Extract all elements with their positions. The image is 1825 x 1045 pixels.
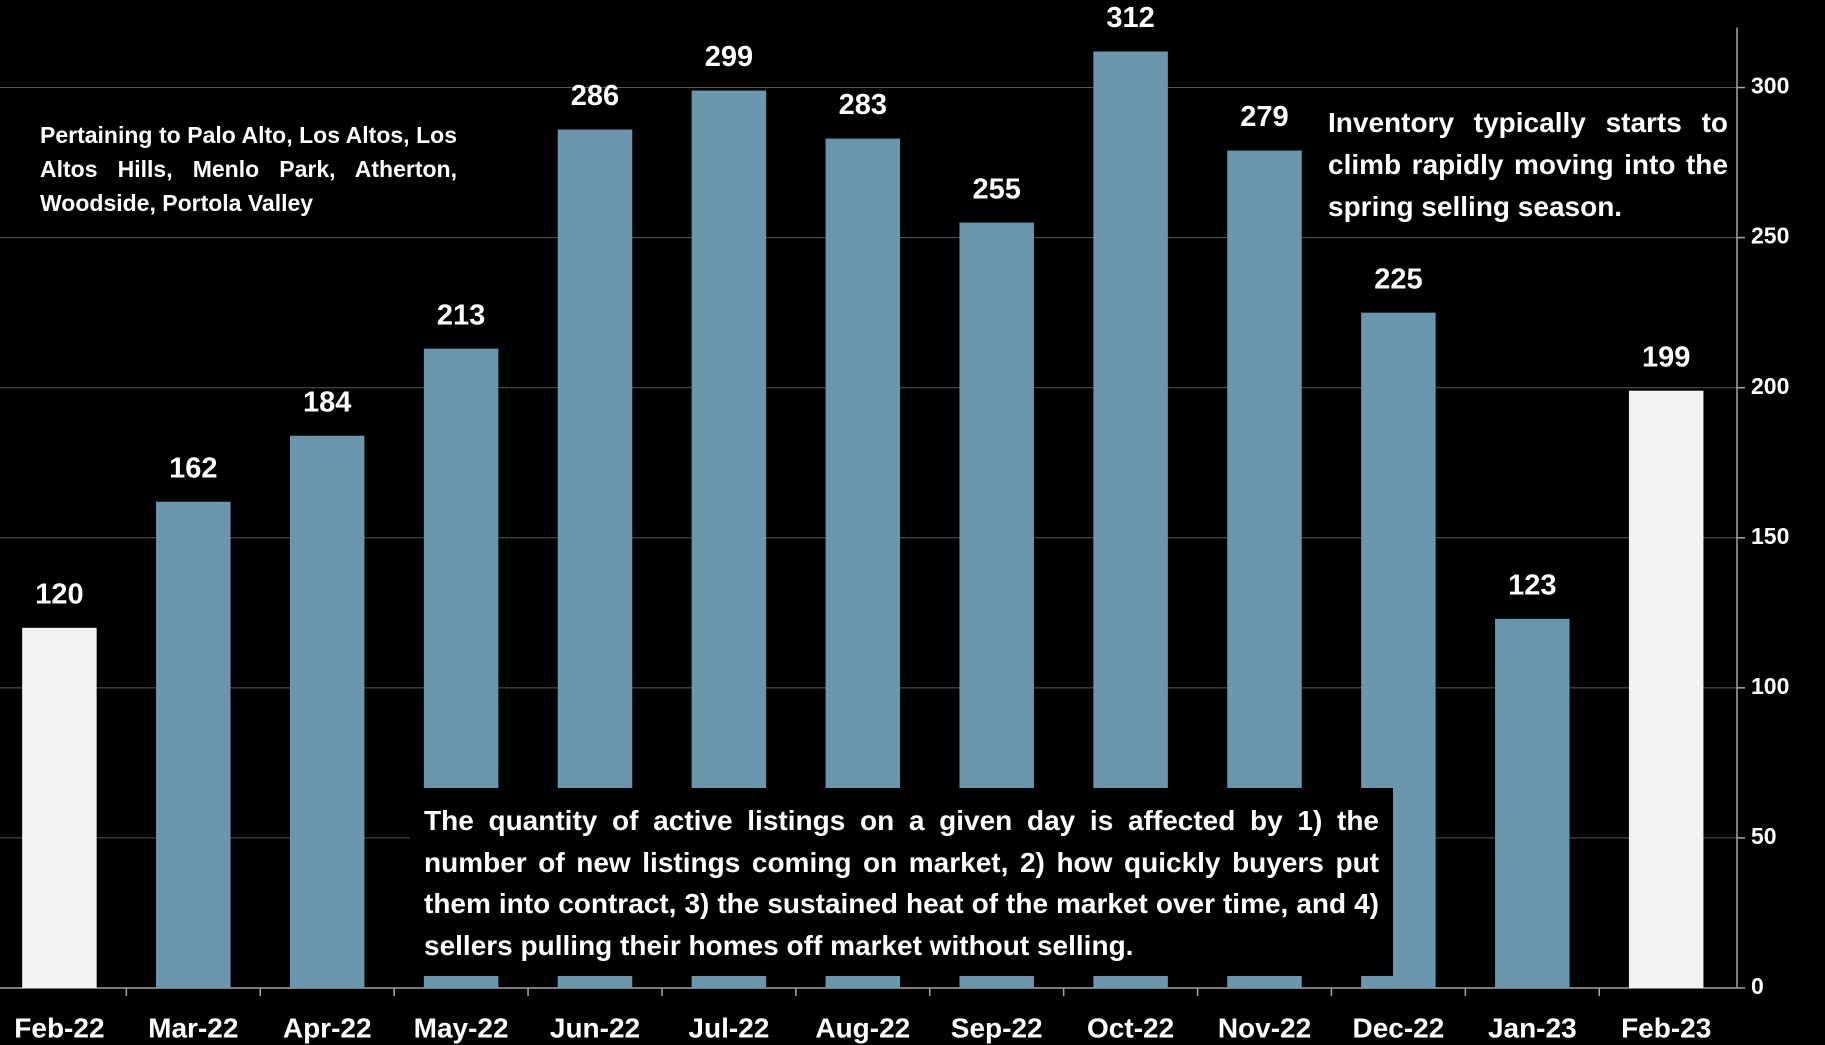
- bar: [1495, 618, 1570, 988]
- scope-note: Pertaining to Palo Alto, Los Altos, Los …: [40, 122, 457, 216]
- value-label: 255: [973, 173, 1021, 205]
- x-tick-label: Apr-22: [283, 1012, 372, 1043]
- x-tick-label: Nov-22: [1218, 1012, 1311, 1043]
- x-tick-label: Feb-22: [14, 1012, 104, 1043]
- x-tick-label: Jul-22: [688, 1012, 769, 1043]
- value-label: 279: [1240, 101, 1288, 133]
- x-tick-label: Mar-22: [148, 1012, 238, 1043]
- x-tick-label: Oct-22: [1087, 1012, 1174, 1043]
- bar: [22, 627, 97, 988]
- value-label: 199: [1642, 341, 1690, 373]
- y-tick-label: 200: [1751, 373, 1789, 399]
- x-tick-label: Feb-23: [1621, 1012, 1711, 1043]
- trend-note: Inventory typically starts to climb rapi…: [1328, 107, 1728, 222]
- x-tick-label: May-22: [414, 1012, 509, 1043]
- explanation-box: The quantity of active listings on a giv…: [410, 788, 1393, 976]
- x-tick-label: Jan-23: [1488, 1012, 1577, 1043]
- value-label: 123: [1508, 569, 1556, 601]
- value-label: 312: [1106, 2, 1154, 34]
- bar: [289, 435, 365, 988]
- value-label: 299: [705, 41, 753, 73]
- value-label: 162: [169, 452, 217, 484]
- value-label: 225: [1374, 263, 1422, 295]
- x-tick-label: Jun-22: [550, 1012, 640, 1043]
- value-label: 286: [571, 80, 619, 112]
- y-tick-label: 150: [1751, 523, 1789, 549]
- x-tick-label: Dec-22: [1352, 1012, 1444, 1043]
- value-label: 213: [437, 299, 485, 331]
- value-label: 120: [35, 578, 83, 610]
- bar: [1628, 390, 1704, 988]
- y-tick-label: 250: [1751, 223, 1789, 249]
- value-label: 184: [303, 386, 351, 418]
- y-tick-label: 300: [1751, 73, 1789, 99]
- x-tick-label: Sep-22: [951, 1012, 1043, 1043]
- y-tick-label: 50: [1751, 823, 1777, 849]
- y-tick-label: 100: [1751, 673, 1789, 699]
- bar: [156, 501, 231, 988]
- y-tick-label: 0: [1751, 973, 1764, 999]
- value-label: 283: [839, 89, 887, 121]
- x-tick-label: Aug-22: [815, 1012, 910, 1043]
